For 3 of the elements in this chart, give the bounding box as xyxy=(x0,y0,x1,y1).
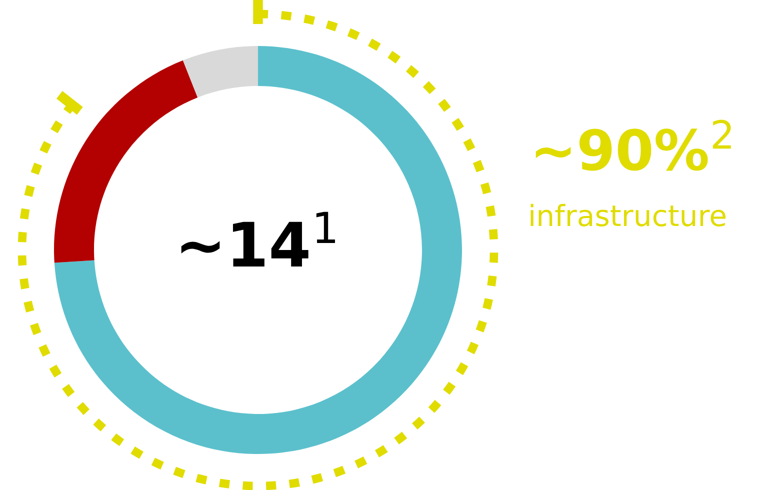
text: ~14$^{1}$ xyxy=(181,212,335,266)
text: infrastructure xyxy=(530,204,726,226)
text: ~90%$^{2}$ xyxy=(536,120,731,171)
